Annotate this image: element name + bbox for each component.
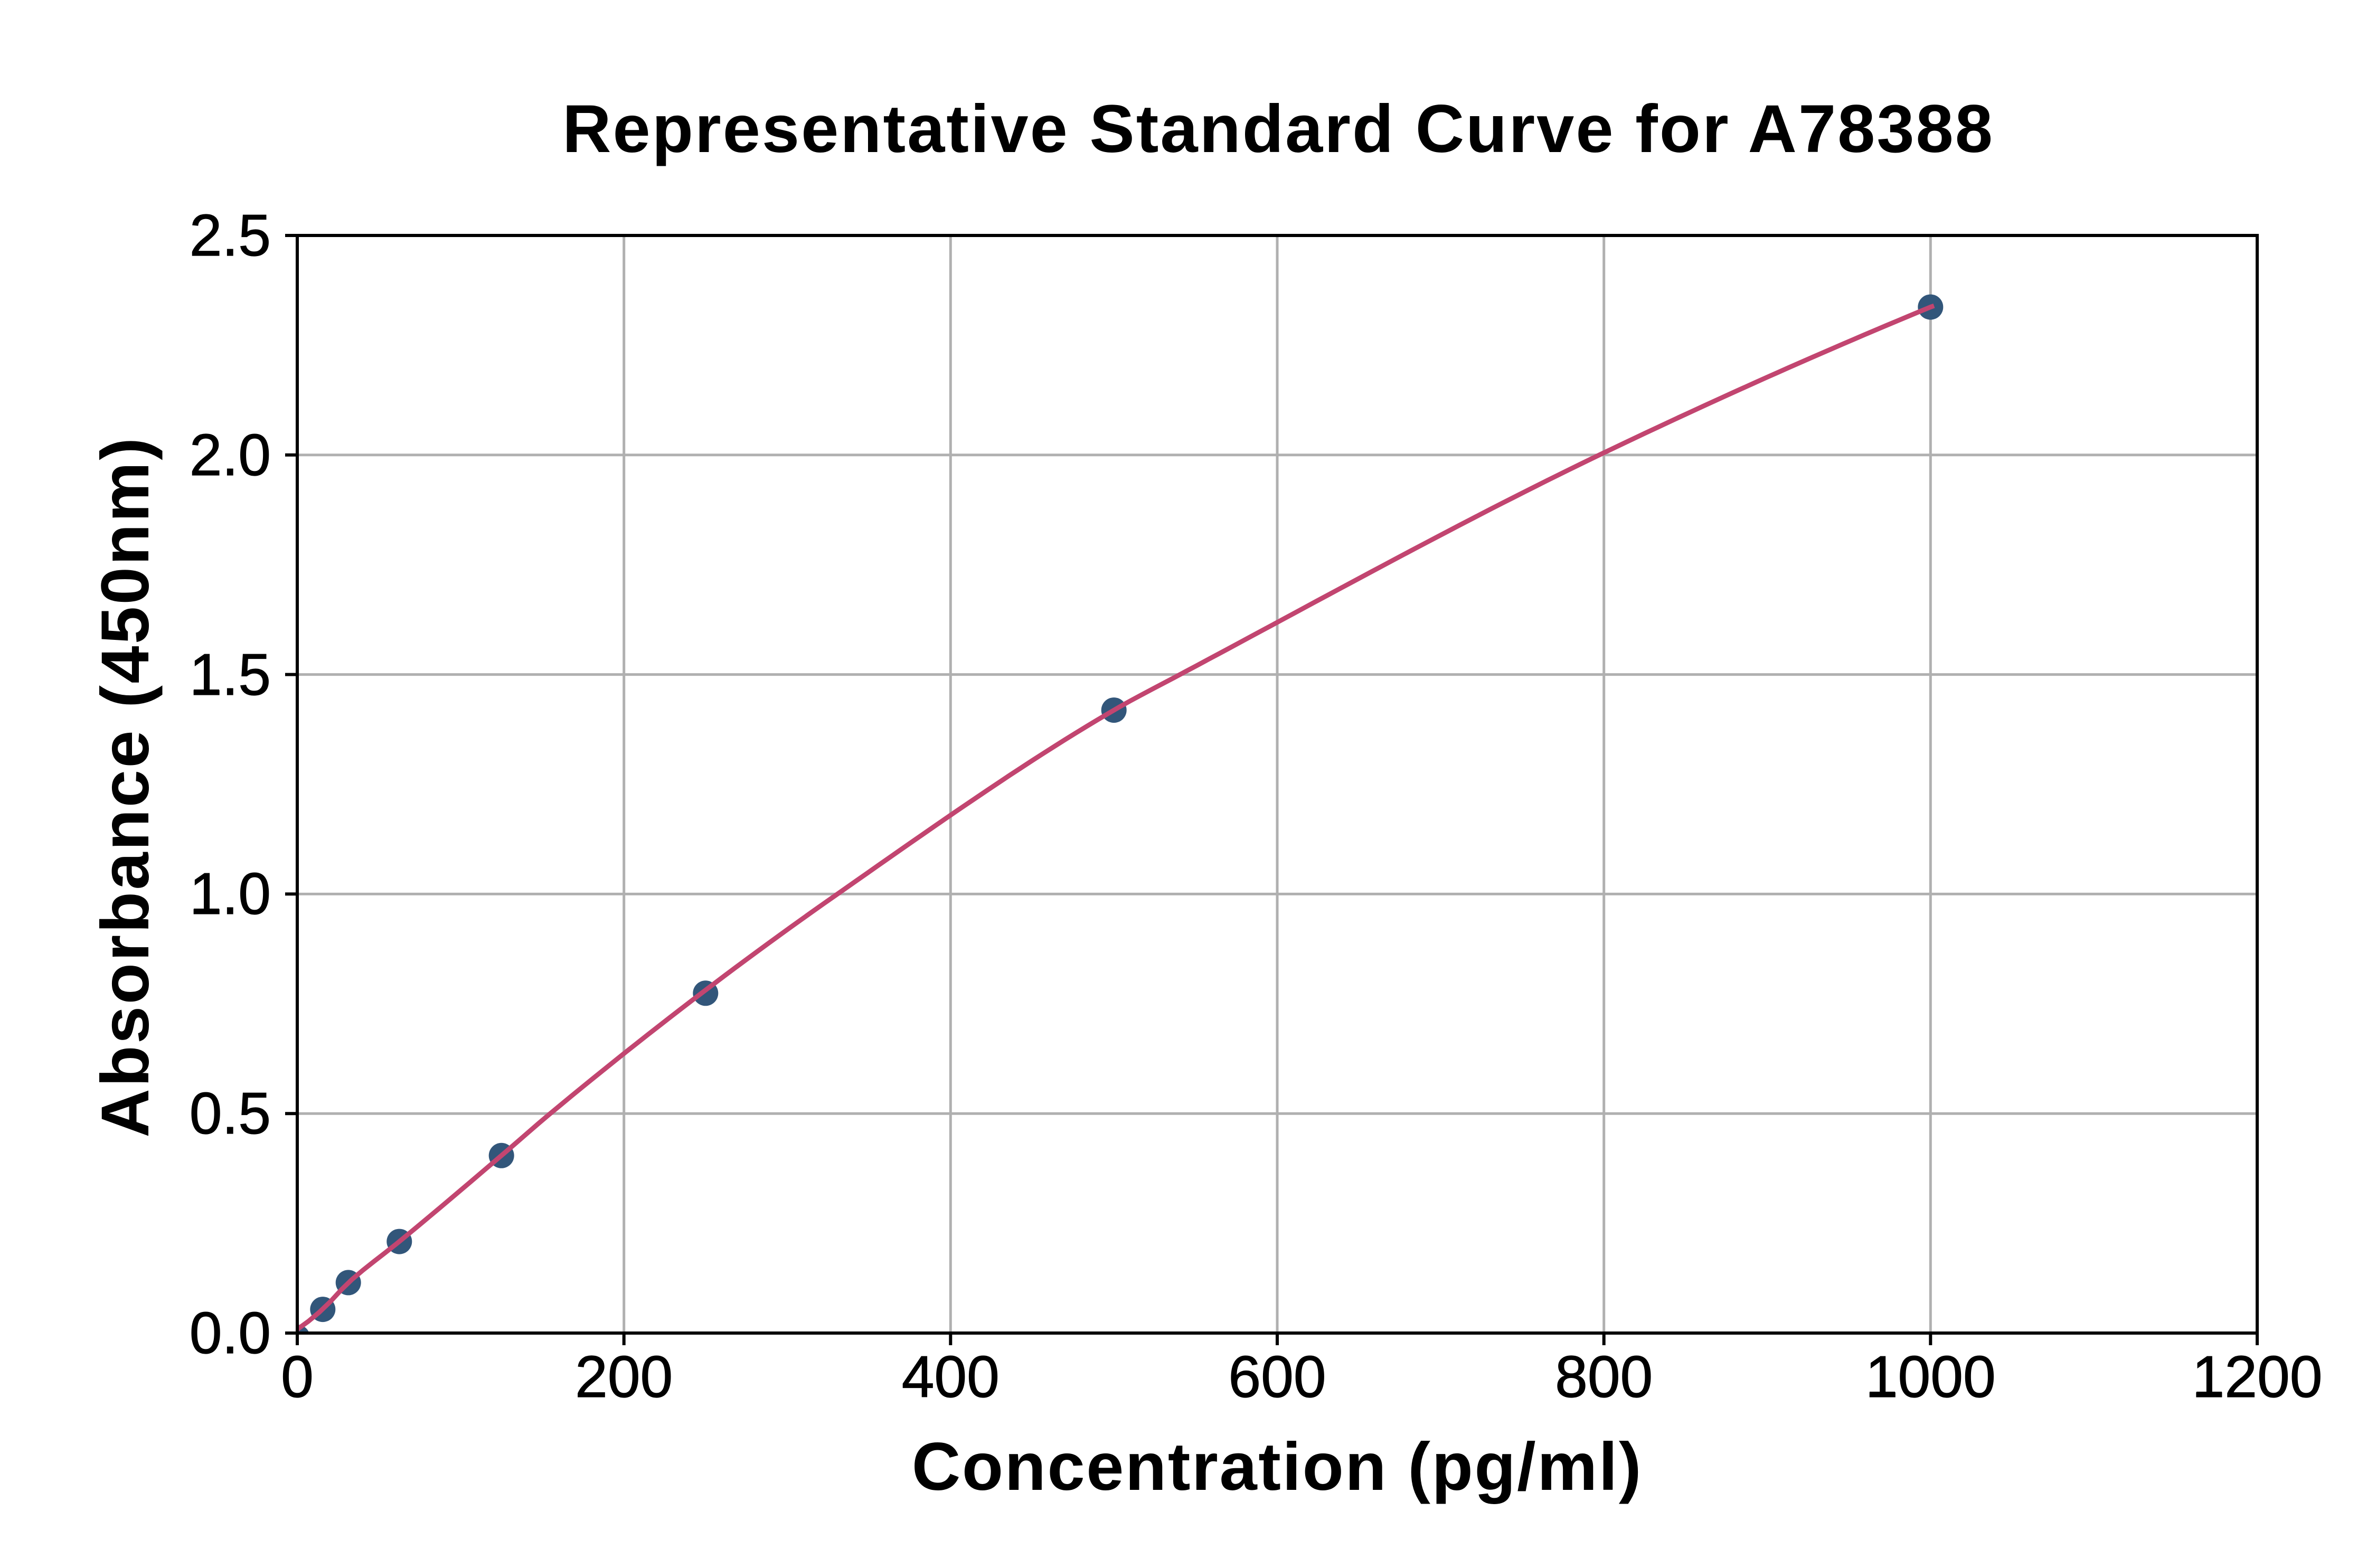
svg-text:0.5: 0.5	[190, 1081, 271, 1146]
svg-text:0.0: 0.0	[190, 1300, 271, 1366]
svg-text:800: 800	[1555, 1344, 1653, 1410]
svg-text:2.0: 2.0	[190, 422, 271, 488]
svg-text:1200: 1200	[2192, 1344, 2323, 1410]
svg-text:400: 400	[902, 1344, 1000, 1410]
svg-text:Absorbance (450nm): Absorbance (450nm)	[88, 436, 163, 1137]
svg-text:Representative Standard Curve: Representative Standard Curve for A78388	[562, 91, 1994, 167]
svg-text:0: 0	[281, 1344, 314, 1410]
svg-text:600: 600	[1228, 1344, 1326, 1410]
svg-text:1000: 1000	[1865, 1344, 1996, 1410]
svg-text:1.0: 1.0	[190, 861, 271, 927]
svg-text:1.5: 1.5	[190, 642, 271, 707]
svg-text:2.5: 2.5	[190, 203, 271, 268]
svg-text:200: 200	[575, 1344, 673, 1410]
svg-text:Concentration (pg/ml): Concentration (pg/ml)	[912, 1429, 1643, 1505]
